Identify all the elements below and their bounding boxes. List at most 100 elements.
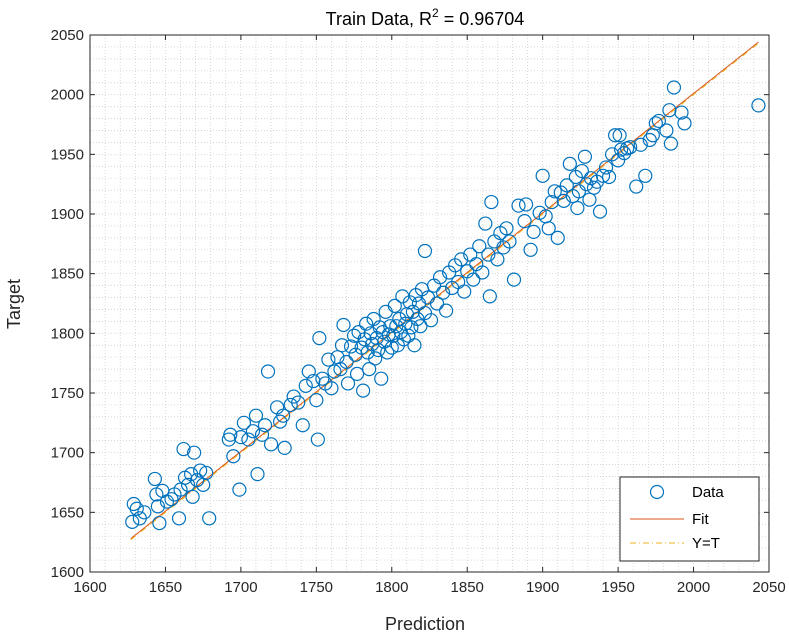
data-point [336,317,351,333]
x-tick-label: 1600 [73,579,106,596]
ticks: 1600 1650 1700 1750 1800 1850 1900 1950 2000 2050… [51,27,786,596]
data-point [544,194,559,210]
data-point [481,247,496,262]
data-point [254,427,270,442]
data-point [368,351,383,366]
data-point [592,204,608,219]
data-point [612,128,627,143]
data-point [438,303,454,318]
data-point [233,430,248,445]
data-point [659,123,674,138]
data-point [559,178,574,193]
data-point [291,395,306,410]
data-point [435,285,451,300]
legend-yt-label: Y=T [692,535,720,552]
data-point [598,160,614,175]
data-point [257,418,273,433]
y-tick-label: 1700 [51,445,84,462]
data-point [571,184,586,199]
data-point [362,362,377,377]
data-point [310,432,325,447]
data-point [607,128,623,143]
data-point [193,463,208,478]
data-point [187,445,202,460]
data-point [248,408,264,423]
data-point [356,383,371,398]
data-point [324,381,339,396]
data-point [199,465,214,481]
data-point [663,136,679,151]
data-point [541,221,556,236]
data-point [651,113,666,129]
data-point [263,437,279,452]
data-point [499,221,514,236]
data-point [407,338,422,353]
data-point [276,408,291,423]
data-point [535,168,550,183]
data-point [577,149,593,164]
data-point [383,319,398,334]
data-point [517,214,532,229]
y-tick-label: 1950 [51,146,84,163]
data-point [417,243,433,259]
data-point [666,80,682,95]
x-tick-label: 1850 [451,579,484,596]
data-point [150,499,165,514]
data-point [526,224,541,239]
legend-data-marker [649,484,665,500]
y-tick-label: 1600 [51,564,84,581]
legend-fit-label: Fit [692,511,709,528]
data-point [518,197,534,212]
data-point [236,415,252,430]
grid [90,35,769,572]
data-point [339,354,354,370]
data-point [484,194,499,210]
data-point [359,316,374,331]
y-equals-t-line [130,42,759,541]
data-point [327,364,342,379]
data-point [506,272,522,287]
data-point [226,449,241,464]
data-point [562,156,577,171]
data-point [125,514,140,529]
y-tick-label: 2050 [51,27,84,44]
data-point [387,298,402,313]
data-point [454,252,469,267]
data-point [223,427,238,442]
data-point [349,366,365,382]
plot-frame [89,34,770,573]
x-tick-label: 1700 [224,579,257,596]
data-point [550,230,565,245]
data-point [334,338,350,353]
data-point [283,397,298,413]
data-point [384,340,399,355]
data-point [511,198,526,213]
data-point [312,331,327,346]
data-point [574,163,589,179]
data-point [547,184,562,199]
x-tick-label: 1750 [300,579,333,596]
y-tick-label: 1800 [51,325,84,342]
data-point [176,441,191,457]
data-point [343,339,359,354]
data-point [321,352,336,367]
data-point [429,296,445,311]
data-point [677,116,692,131]
data-point [129,501,144,516]
data-point [556,193,571,208]
data-points [125,80,766,531]
data-point [614,142,629,157]
data-point [152,515,167,531]
data-point [482,289,497,304]
data-point [232,482,247,497]
x-tick-label: 2000 [677,579,710,596]
data-point [633,137,648,152]
data-point [298,378,313,393]
data-point [171,511,187,526]
y-tick-label: 1650 [51,504,84,521]
data-point [340,376,356,391]
data-point [380,345,395,360]
data-point [260,364,276,379]
data-point [432,270,448,285]
